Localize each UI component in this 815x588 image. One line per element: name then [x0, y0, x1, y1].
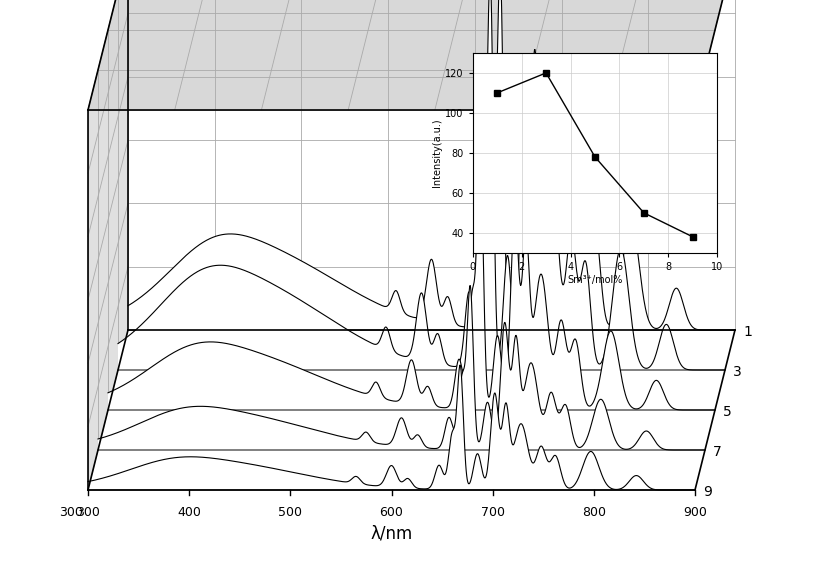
- Polygon shape: [118, 0, 725, 370]
- Text: 600: 600: [380, 506, 403, 519]
- Text: λ/nm: λ/nm: [370, 525, 412, 543]
- Polygon shape: [88, 0, 735, 110]
- Polygon shape: [88, 0, 128, 490]
- Text: 700: 700: [481, 506, 504, 519]
- Polygon shape: [98, 286, 705, 450]
- Text: 5: 5: [723, 405, 732, 419]
- Text: 800: 800: [582, 506, 606, 519]
- Text: 3: 3: [733, 365, 742, 379]
- X-axis label: Sm³⁺/mol%: Sm³⁺/mol%: [567, 275, 623, 285]
- Text: 7: 7: [713, 445, 722, 459]
- Y-axis label: Intensity(a.u.): Intensity(a.u.): [433, 119, 443, 187]
- Text: 900: 900: [683, 506, 707, 519]
- Polygon shape: [88, 365, 695, 490]
- Text: 500: 500: [279, 506, 302, 519]
- Text: 300: 300: [59, 506, 83, 519]
- Polygon shape: [128, 0, 735, 330]
- Polygon shape: [108, 153, 715, 410]
- Text: 9: 9: [703, 485, 711, 499]
- Text: 1: 1: [743, 325, 752, 339]
- Text: 300: 300: [76, 506, 100, 519]
- Text: 400: 400: [177, 506, 201, 519]
